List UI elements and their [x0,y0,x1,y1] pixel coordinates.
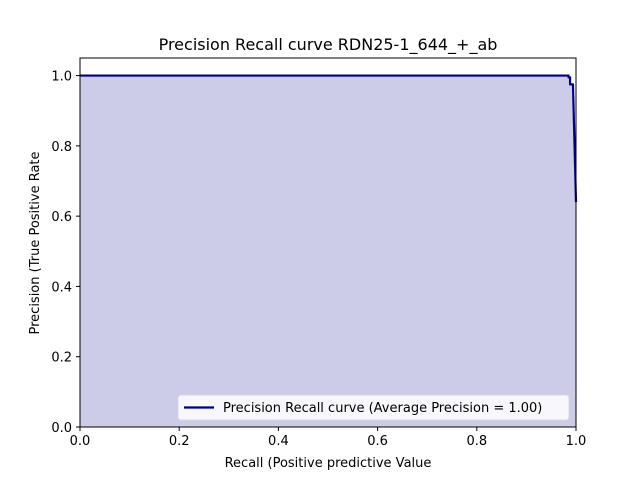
y-tick-label: 0.2 [51,351,72,366]
x-tick-label: 0.4 [268,434,289,449]
legend-label: Precision Recall curve (Average Precisio… [223,401,542,416]
y-tick-label: 0.6 [51,210,72,225]
y-tick-label: 0.8 [51,140,72,155]
plot-area: 0.0 0.2 0.4 0.6 0.8 1.0 0.0 0.2 0.4 0.6 0.8 1.0 [51,57,587,449]
series-line [80,74,578,203]
legend: Precision Recall curve (Average Precisio… [177,394,570,421]
legend-box [177,394,570,421]
chart-title: Precision Recall curve RDN25-1_644_+_ab [159,35,498,55]
y-tick-label: 0.0 [51,421,72,436]
x-tick-label: 0.6 [367,434,388,449]
x-tick-label: 1.0 [566,434,587,449]
y-tick-label: 0.4 [51,280,72,295]
x-tick-label: 0.0 [70,434,91,449]
series-area-fill [80,75,576,428]
x-tick-label: 0.2 [169,434,190,449]
y-tick-label: 1.0 [51,70,72,85]
x-axis-label: Recall (Positive predictive Value [225,456,432,471]
axes-frame [79,57,577,428]
y-axis-label: Precision (True Positive Rate [28,151,43,334]
x-tick-label: 0.8 [466,434,487,449]
